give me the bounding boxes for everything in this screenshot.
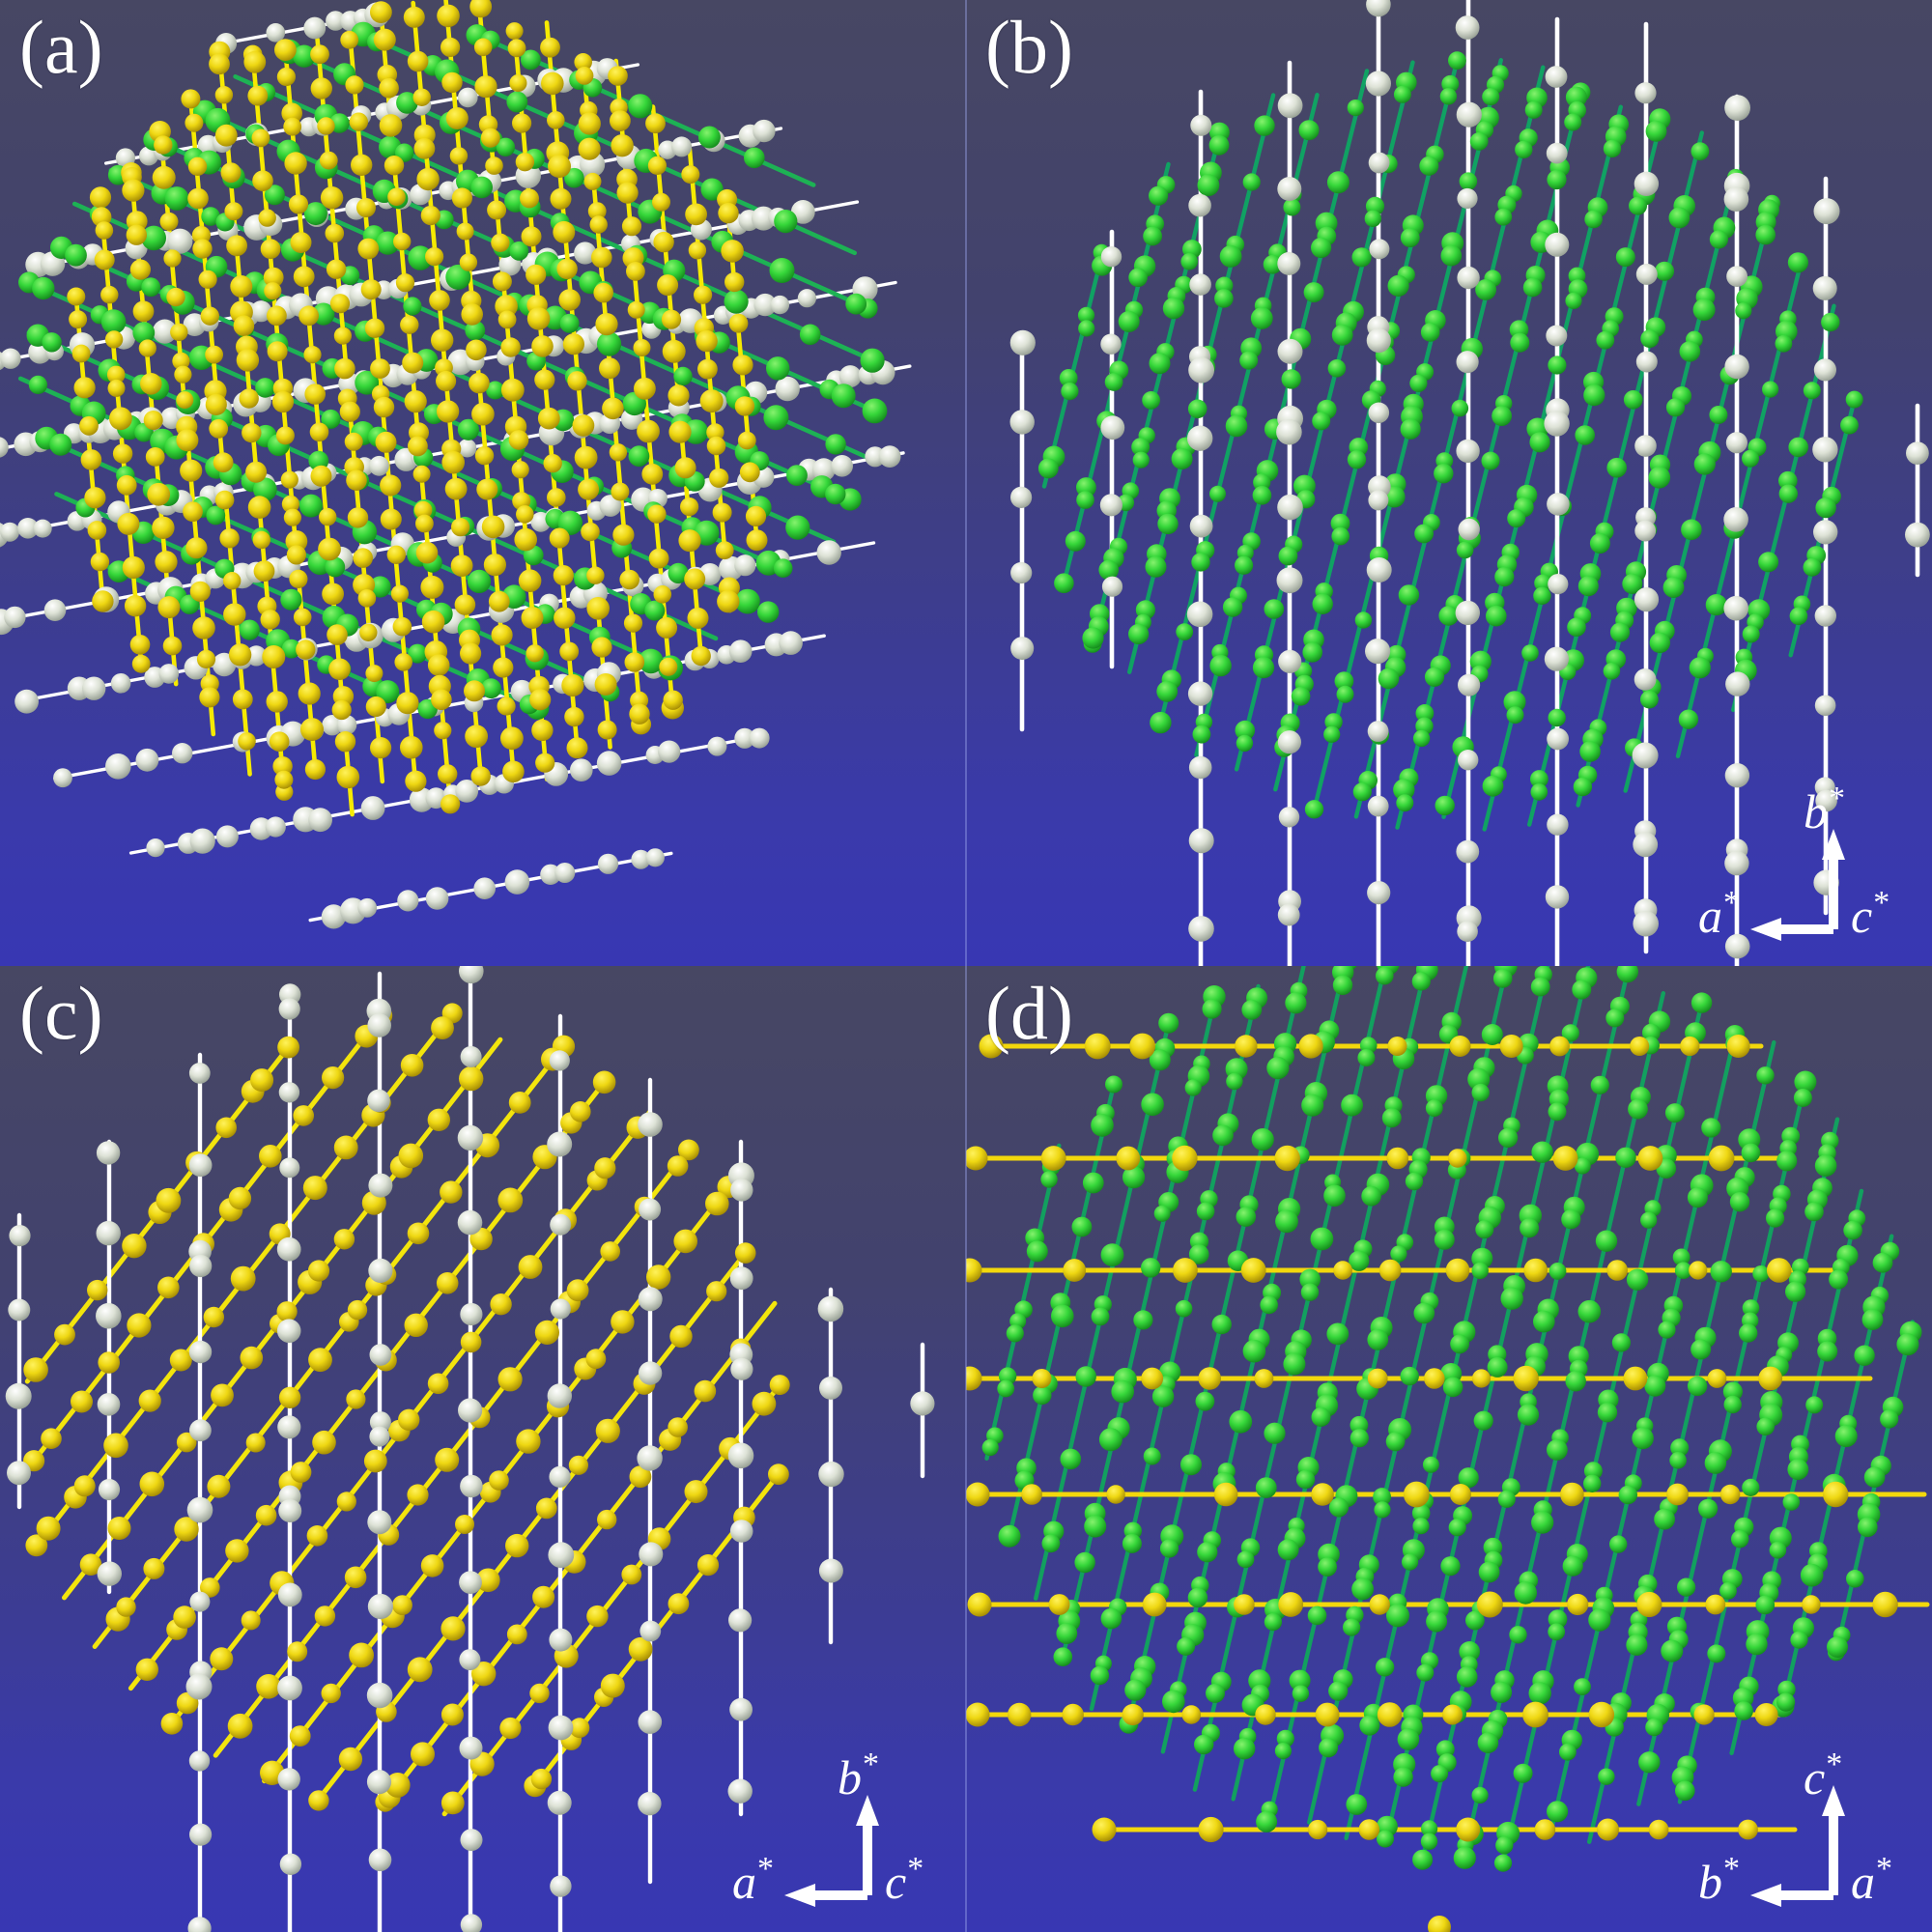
axis-origin-label: c* <box>1851 885 1890 943</box>
up-arrowhead-icon <box>1822 829 1845 860</box>
panel-b-plot <box>1009 0 1930 966</box>
panel-d: (d) c* b* a* <box>966 966 1932 1932</box>
axis-indicator-d: c* b* a* <box>1698 1748 1911 1924</box>
axis-origin-label: c* <box>885 1851 924 1909</box>
left-arrowhead-icon <box>784 1884 815 1907</box>
panel-c-plot <box>5 966 935 1932</box>
panel-b: (b) b* a* c* <box>966 0 1932 966</box>
panel-a-plot <box>0 0 912 929</box>
left-arrowhead-icon <box>1750 1884 1781 1907</box>
axis-left-label: a* <box>732 1851 774 1909</box>
axis-up-label: b* <box>1804 781 1845 838</box>
panel-d-label: (d) <box>985 971 1073 1055</box>
axis-up-label: c* <box>1804 1747 1843 1804</box>
axis-indicator-c: b* a* c* <box>732 1748 945 1924</box>
axis-left-label: a* <box>1698 885 1740 943</box>
up-arrowhead-icon <box>856 1795 879 1826</box>
panel-c: (c) b* a* c* <box>0 966 966 1932</box>
axis-origin-label: a* <box>1851 1851 1892 1909</box>
panel-a-label: (a) <box>19 5 103 89</box>
axis-up-label: b* <box>838 1747 879 1804</box>
axis-indicator-b: b* a* c* <box>1698 782 1911 958</box>
left-arrowhead-icon <box>1750 918 1781 941</box>
axis-arrows-icon <box>1750 829 1845 941</box>
axis-arrows-icon <box>1750 1785 1845 1907</box>
axis-left-label: b* <box>1698 1851 1740 1909</box>
panel-b-label: (b) <box>985 5 1073 89</box>
panel-c-label: (c) <box>19 971 103 1055</box>
up-arrowhead-icon <box>1822 1785 1845 1816</box>
panel-a: (a) <box>0 0 966 966</box>
panel-d-plot <box>966 966 1930 1932</box>
axis-arrows-icon <box>784 1795 879 1907</box>
